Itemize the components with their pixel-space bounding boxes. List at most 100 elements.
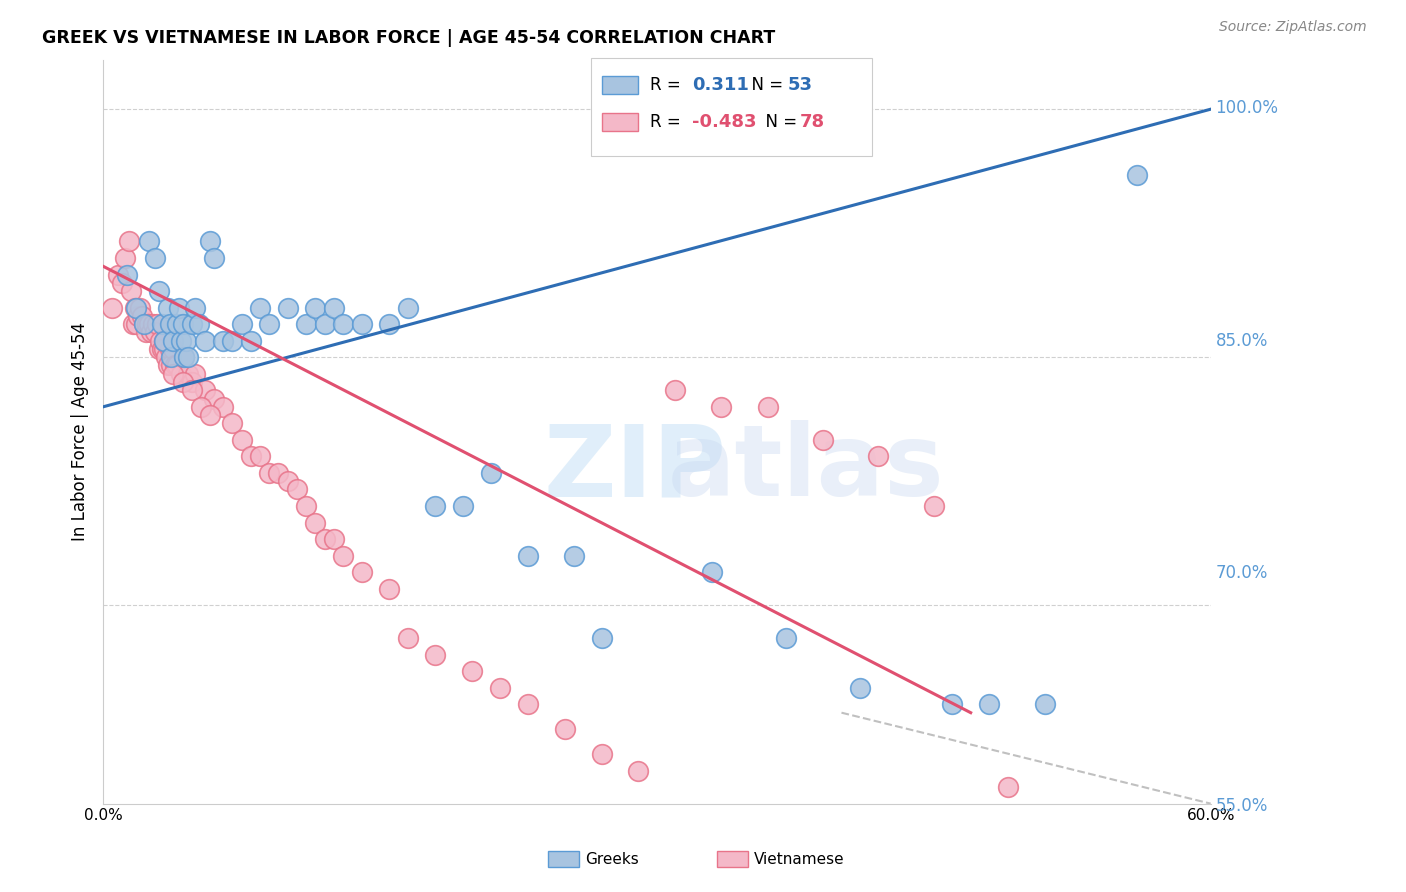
Point [160,359,183,373]
Point [166,317,188,331]
Point [378,582,401,596]
Text: 53: 53 [787,76,813,94]
Point [332,549,354,563]
Point [125,317,148,331]
Point [350,565,373,579]
Text: N =: N = [755,113,803,131]
Point [212,400,235,414]
Point [202,392,225,406]
Point [425,648,447,662]
Point [159,342,181,356]
Point [173,350,195,364]
Point [177,367,200,381]
Point [180,384,202,398]
Text: atlas: atlas [668,420,945,517]
Point [184,301,207,315]
Point [162,334,184,348]
Text: R =: R = [650,76,686,94]
Point [180,375,202,389]
Point [131,309,153,323]
Point [489,681,512,695]
Point [143,251,166,265]
Point [156,359,179,373]
Point [304,516,326,530]
Point [198,235,221,249]
Point [135,326,157,340]
Point [138,317,160,331]
Point [136,317,159,331]
Point [101,301,124,315]
Point [150,342,173,356]
Point [868,450,890,464]
Point [396,301,419,315]
Point [153,334,176,348]
Text: -0.483: -0.483 [692,113,756,131]
Point [174,334,197,348]
Point [239,334,262,348]
Point [295,317,318,331]
Point [121,317,143,331]
Point [148,284,170,298]
Point [132,317,155,331]
Point [212,334,235,348]
Text: R =: R = [650,113,686,131]
Point [314,317,336,331]
Text: 78: 78 [800,113,825,131]
Point [259,466,281,480]
Text: GREEK VS VIETNAMESE IN LABOR FORCE | AGE 45-54 CORRELATION CHART: GREEK VS VIETNAMESE IN LABOR FORCE | AGE… [42,29,776,46]
Point [202,251,225,265]
Point [155,350,177,364]
Point [285,483,308,497]
Point [166,359,188,373]
Point [322,301,344,315]
Point [295,499,318,513]
Text: ZIP: ZIP [543,420,725,517]
Point [425,499,447,513]
Text: Source: ZipAtlas.com: Source: ZipAtlas.com [1219,20,1367,34]
Point [702,565,724,579]
Point [162,342,184,356]
Point [221,334,243,348]
Point [322,532,344,546]
Point [167,301,190,315]
Point [249,450,271,464]
Point [710,400,733,414]
Point [156,301,179,315]
Point [124,301,146,315]
Point [129,301,152,315]
Point [143,326,166,340]
Point [127,309,149,323]
Point [162,367,184,381]
Point [139,326,162,340]
Point [107,268,129,282]
Point [142,317,165,331]
Point [267,466,290,480]
Point [554,723,576,737]
Point [1126,169,1149,183]
Text: N =: N = [741,76,789,94]
Point [231,317,253,331]
Point [1052,813,1074,827]
Point [1107,830,1129,844]
Point [150,317,173,331]
Point [259,317,281,331]
Point [132,317,155,331]
Point [350,317,373,331]
Point [114,251,136,265]
Point [332,317,354,331]
Point [451,499,474,513]
Point [378,317,401,331]
Point [120,284,142,298]
Point [811,433,834,447]
Point [775,632,797,646]
Point [159,317,181,331]
Point [277,301,299,315]
Point [194,384,217,398]
Point [997,780,1019,794]
Point [180,317,202,331]
Y-axis label: In Labor Force | Age 45-54: In Labor Force | Age 45-54 [72,322,89,541]
Point [562,549,585,563]
Point [591,747,613,761]
Point [172,317,194,331]
Point [118,235,141,249]
